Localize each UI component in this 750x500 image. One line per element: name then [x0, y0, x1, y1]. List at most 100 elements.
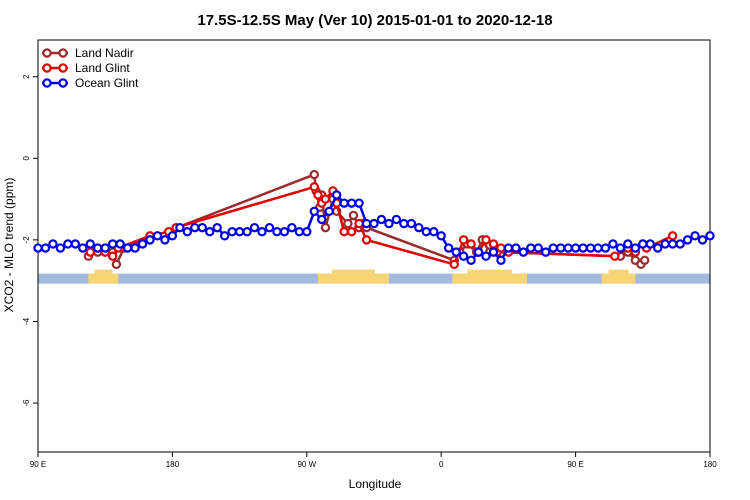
data-point-ocean-glint — [55, 243, 66, 253]
series-land-glint — [85, 182, 678, 270]
legend-item-land-nadir: Land Nadir — [42, 46, 134, 60]
y-axis-ticks: 2 0 -2 -4 -6 — [22, 74, 38, 407]
data-point-land-nadir — [309, 169, 319, 180]
data-point-ocean-glint — [563, 243, 573, 253]
data-point-ocean-glint — [511, 243, 521, 253]
data-point-ocean-glint — [212, 222, 222, 233]
data-point-ocean-glint — [653, 243, 663, 253]
data-point-land-glint — [320, 194, 331, 204]
data-point-ocean-glint — [279, 227, 290, 237]
data-point-ocean-glint — [115, 239, 125, 249]
data-point-ocean-glint — [324, 206, 334, 217]
data-point-ocean-glint — [406, 218, 417, 229]
data-point-ocean-glint — [302, 227, 312, 237]
data-point-land-glint — [458, 235, 469, 245]
series-ocean-glint — [33, 190, 715, 265]
legend-label: Land Glint — [75, 61, 130, 75]
data-point-ocean-glint — [361, 218, 372, 229]
data-point-land-glint — [309, 182, 319, 192]
data-point-ocean-glint — [451, 247, 461, 257]
data-point-ocean-glint — [391, 214, 402, 225]
x-tick-label: 180 — [166, 460, 180, 469]
data-point-land-glint — [85, 247, 95, 257]
data-point-ocean-glint — [272, 227, 282, 237]
legend-label: Ocean Glint — [75, 76, 139, 90]
data-point-ocean-glint — [376, 214, 387, 225]
data-point-ocean-glint — [555, 243, 566, 253]
data-point-ocean-glint — [167, 231, 178, 241]
data-point-ocean-glint — [682, 235, 693, 245]
data-point-land-nadir — [343, 218, 353, 229]
data-point-ocean-glint — [294, 227, 305, 237]
data-point-ocean-glint — [548, 243, 558, 253]
data-point-ocean-glint — [608, 239, 618, 249]
data-point-ocean-glint — [675, 239, 685, 249]
x-axis-ticks: 90 E 180 90 W 0 90 E 180 — [30, 452, 717, 469]
legend-item-ocean-glint: Ocean Glint — [42, 76, 139, 90]
data-point-ocean-glint — [541, 247, 551, 257]
data-point-ocean-glint — [615, 243, 626, 253]
data-point-land-nadir — [639, 255, 650, 265]
land-segment-top — [94, 269, 113, 274]
data-point-ocean-glint — [257, 227, 267, 237]
data-point-land-glint — [346, 227, 357, 237]
data-point-land-glint — [361, 235, 372, 245]
data-point-ocean-glint — [593, 243, 603, 253]
data-point-ocean-glint — [645, 239, 655, 249]
x-tick-label: 90 E — [30, 460, 46, 469]
y-tick-label: -4 — [22, 317, 31, 325]
data-point-ocean-glint — [264, 222, 275, 233]
data-point-ocean-glint — [234, 227, 245, 237]
data-point-ocean-glint — [705, 231, 715, 241]
data-point-ocean-glint — [346, 198, 357, 208]
data-point-ocean-glint — [40, 243, 51, 253]
data-point-ocean-glint — [466, 255, 476, 265]
chart-title: 17.5S-12.5S May (Ver 10) 2015-01-01 to 2… — [197, 12, 552, 29]
y-axis-title: XCO2 - MLO trend (ppm) — [2, 178, 16, 313]
data-point-ocean-glint — [503, 243, 514, 253]
legend-marker — [42, 78, 52, 88]
data-point-ocean-glint — [152, 231, 163, 241]
data-point-ocean-glint — [623, 239, 633, 249]
y-tick-label: -6 — [22, 399, 31, 407]
land-segment — [88, 273, 119, 284]
data-point-ocean-glint — [667, 239, 678, 249]
data-point-ocean-glint — [369, 218, 379, 229]
data-point-ocean-glint — [219, 231, 230, 241]
land-segment-top — [608, 269, 629, 274]
data-point-ocean-glint — [130, 243, 140, 253]
data-point-ocean-glint — [100, 243, 110, 253]
x-tick-label: 0 — [439, 460, 444, 469]
data-point-ocean-glint — [496, 255, 506, 265]
y-tick-label: 2 — [22, 74, 31, 79]
data-point-land-glint — [496, 243, 506, 253]
data-point-land-nadir — [320, 222, 331, 233]
data-point-land-glint — [610, 251, 620, 261]
data-point-land-glint — [667, 231, 678, 241]
data-point-land-glint — [107, 251, 118, 261]
data-point-ocean-glint — [85, 239, 95, 249]
data-point-ocean-glint — [533, 243, 543, 253]
data-point-ocean-glint — [160, 235, 170, 245]
data-point-ocean-glint — [443, 243, 454, 253]
legend-marker — [58, 78, 68, 88]
data-point-ocean-glint — [145, 235, 155, 245]
x-tick-label: 180 — [703, 460, 717, 469]
data-point-land-glint — [488, 239, 499, 249]
data-point-ocean-glint — [578, 243, 588, 253]
data-point-ocean-glint — [600, 243, 611, 253]
x-tick-label: 90 E — [567, 460, 583, 469]
land-mask — [38, 269, 710, 284]
data-point-ocean-glint — [107, 239, 118, 249]
data-point-ocean-glint — [331, 190, 342, 200]
data-point-ocean-glint — [429, 227, 439, 237]
land-segment-top — [467, 269, 513, 274]
data-point-ocean-glint — [638, 239, 648, 249]
legend-marker — [42, 63, 52, 73]
data-point-ocean-glint — [354, 198, 364, 208]
data-point-ocean-glint — [249, 222, 260, 233]
data-point-ocean-glint — [630, 243, 641, 253]
data-point-ocean-glint — [339, 198, 349, 208]
data-point-ocean-glint — [414, 222, 424, 233]
